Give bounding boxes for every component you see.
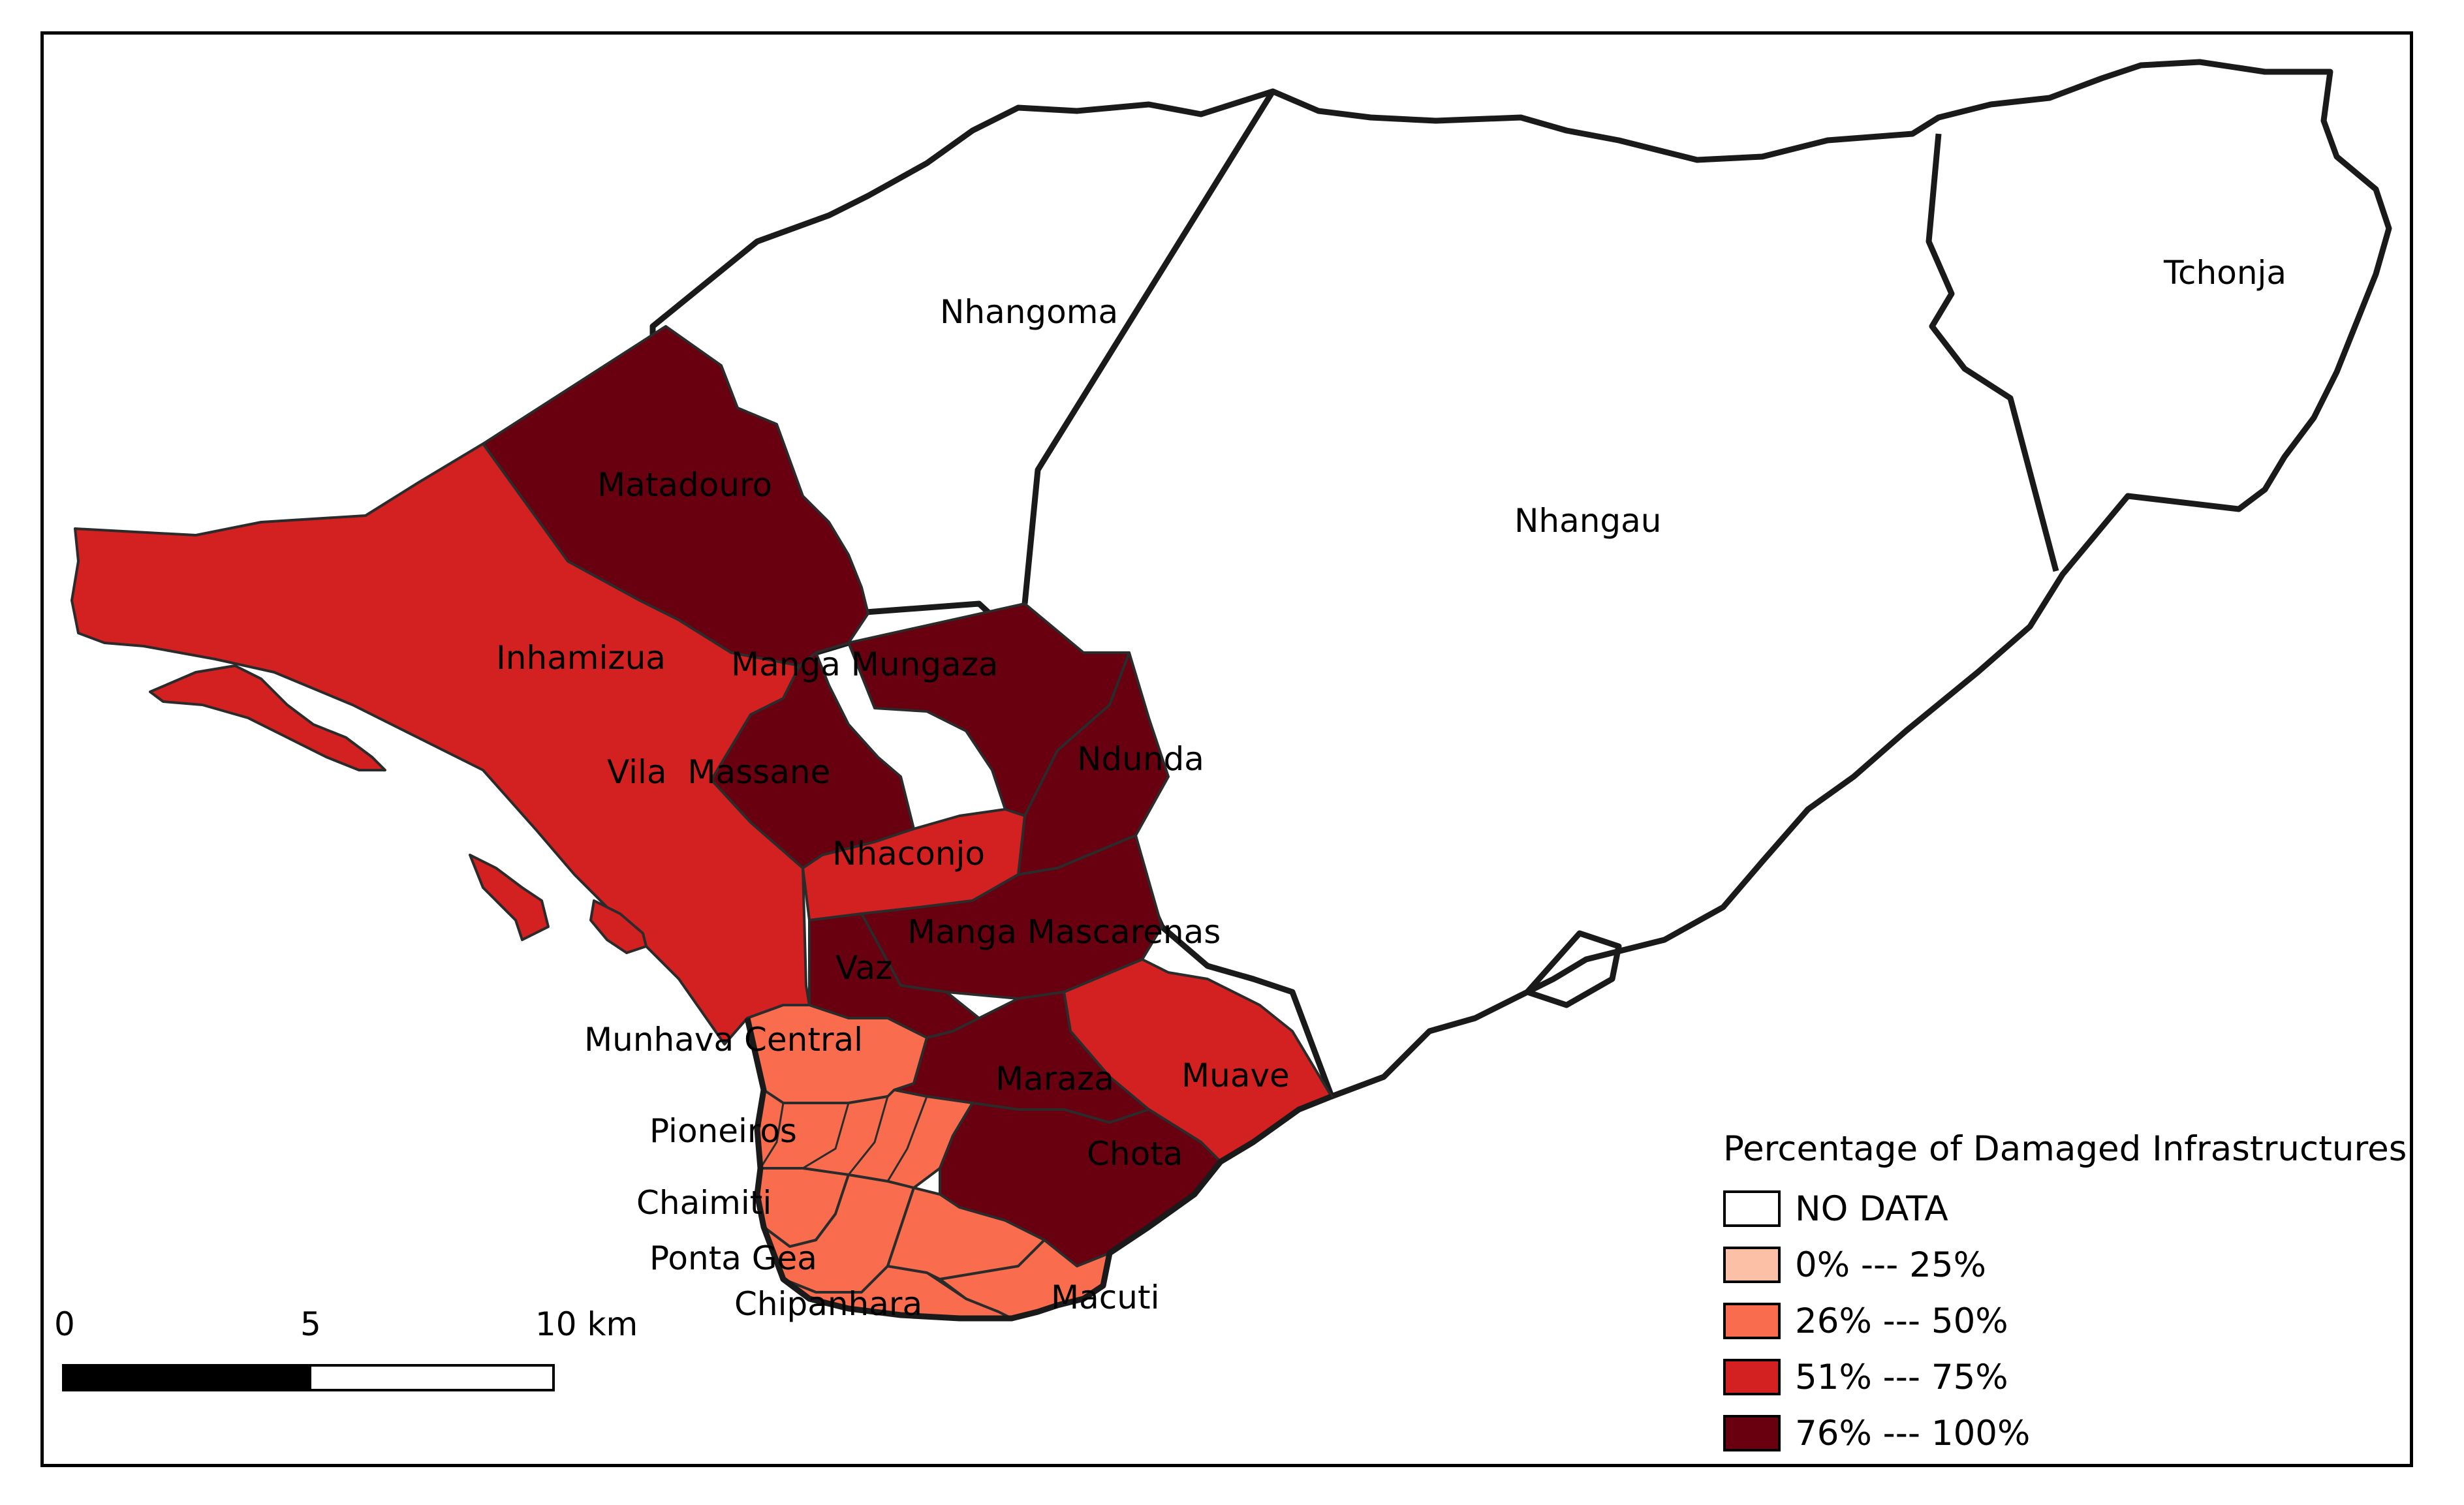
- island-1[interactable]: [149, 664, 386, 771]
- southern-coastline: [744, 1017, 1333, 1322]
- district-manga-mascarenas[interactable]: [860, 834, 1163, 1000]
- scale-tick-10: 10 km: [535, 1305, 638, 1343]
- label-nhangoma: Nhangoma: [940, 293, 1118, 331]
- scale-tick-0: 0: [54, 1305, 75, 1343]
- legend-swatch: [1723, 1359, 1781, 1395]
- label-matadouro: Matadouro: [597, 466, 772, 504]
- legend-item: NO DATA: [1723, 1181, 2407, 1237]
- nhangau-inlet: [1524, 930, 1622, 1008]
- scale-tick-5: 5: [300, 1305, 321, 1343]
- label-pioneiros: Pioneiros: [649, 1112, 797, 1150]
- orange-subdivisions: [759, 1096, 928, 1182]
- label-nhaconjo: Nhaconjo: [832, 835, 985, 873]
- label-maraza: Maraza: [995, 1060, 1114, 1098]
- legend-label: 26% --- 50%: [1795, 1301, 2008, 1341]
- label-manga-mascarenas: Manga Mascarenas: [907, 913, 1221, 951]
- legend-item: 0% --- 25%: [1723, 1237, 2407, 1293]
- label-ndunda: Ndunda: [1077, 740, 1204, 778]
- label-chota: Chota: [1087, 1135, 1183, 1173]
- label-ponta-gea: Ponta Gea: [649, 1239, 817, 1277]
- legend-label: 76% --- 100%: [1795, 1413, 2031, 1453]
- nhangoma-nhangau-border: [1021, 89, 1275, 604]
- label-macuti: Macuti: [1051, 1279, 1159, 1316]
- label-manga-mungaza: Manga Mungaza: [731, 645, 999, 683]
- label-vaz: Vaz: [835, 949, 892, 987]
- label-chipanhara: Chipanhara: [734, 1285, 922, 1323]
- legend-label: NO DATA: [1795, 1188, 1948, 1229]
- label-tchonja: Tchonja: [2163, 254, 2286, 292]
- island-3[interactable]: [589, 899, 647, 954]
- legend-label: 51% --- 75%: [1795, 1357, 2008, 1397]
- legend-title: Percentage of Damaged Infrastructures: [1723, 1129, 2407, 1169]
- label-muave: Muave: [1181, 1057, 1290, 1094]
- map-legend: Percentage of Damaged Infrastructures NO…: [1723, 1129, 2407, 1461]
- legend-swatch: [1723, 1303, 1781, 1339]
- legend-item: 76% --- 100%: [1723, 1405, 2407, 1461]
- scale-bar-black-segment: [65, 1367, 311, 1389]
- label-chaimiti: Chaimiti: [636, 1184, 772, 1222]
- legend-swatch: [1723, 1415, 1781, 1451]
- legend-swatch: [1723, 1190, 1781, 1227]
- legend-label: 0% --- 25%: [1795, 1245, 1986, 1285]
- district-ponta-gea-east[interactable]: [886, 1187, 1046, 1280]
- nhangau-tchonja-border: [1926, 133, 2059, 572]
- island-2[interactable]: [469, 854, 550, 941]
- legend-item: 26% --- 50%: [1723, 1293, 2407, 1349]
- legend-swatch: [1723, 1247, 1781, 1283]
- label-munhava-central: Munhava Central: [584, 1021, 863, 1059]
- scale-bar-frame: [62, 1364, 555, 1391]
- label-nhangau: Nhangau: [1514, 502, 1662, 540]
- label-vila-massane: Vila Massane: [607, 753, 830, 791]
- legend-item: 51% --- 75%: [1723, 1349, 2407, 1405]
- label-inhamizua: Inhamizua: [496, 639, 666, 677]
